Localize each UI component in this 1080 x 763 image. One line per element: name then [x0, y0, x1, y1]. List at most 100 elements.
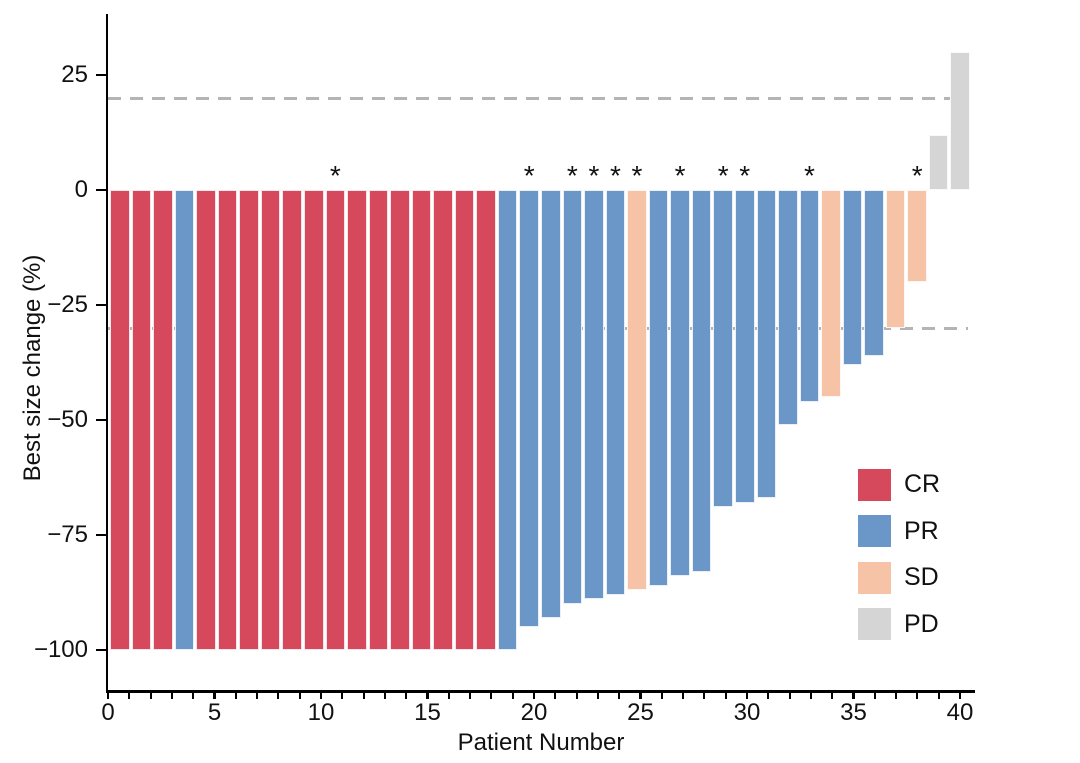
- x-tick-33: [809, 690, 812, 699]
- x-tick-label-15: 15: [414, 699, 441, 726]
- x-tick-label-35: 35: [840, 699, 867, 726]
- x-tick-4: [192, 690, 195, 699]
- y-tick--75: [96, 533, 106, 537]
- legend-item-pr: PR: [858, 515, 939, 548]
- star-patient-20: *: [523, 160, 535, 191]
- x-tick-13: [383, 690, 386, 699]
- bar-patient-30-pr: [734, 190, 755, 503]
- bar-patient-18-cr: [476, 190, 496, 650]
- bar-patient-8-cr: [260, 190, 281, 650]
- x-tick-1: [128, 690, 131, 699]
- x-tick-label-5: 5: [207, 699, 222, 726]
- y-tick-label-0: 0: [74, 176, 88, 203]
- star-patient-38: *: [911, 160, 923, 191]
- dashed-threshold-line-20: [108, 96, 968, 100]
- x-tick-label-25: 25: [627, 699, 654, 726]
- legend-swatch-pr: [858, 515, 891, 547]
- x-tick-25: [639, 690, 642, 699]
- x-tick-40: [958, 690, 962, 699]
- y-tick--100: [96, 648, 106, 652]
- bar-patient-19-pr: [497, 190, 518, 650]
- y-tick-label--75: −75: [47, 521, 88, 548]
- x-tick-11: [341, 690, 344, 699]
- bar-patient-11-cr: [325, 190, 346, 650]
- y-tick-label-25: 25: [61, 61, 88, 88]
- y-tick-label--100: −100: [33, 636, 88, 663]
- x-tick-26: [660, 690, 663, 699]
- bar-patient-20-pr: [519, 190, 540, 627]
- bar-patient-35-pr: [842, 190, 863, 365]
- star-patient-24: *: [609, 160, 621, 191]
- bar-patient-6-cr: [217, 190, 238, 650]
- bar-patient-13-cr: [368, 190, 389, 650]
- x-tick-28: [703, 690, 706, 699]
- bar-patient-1-cr: [110, 190, 130, 650]
- bar-patient-34-sd: [821, 190, 841, 397]
- x-tick-9: [298, 690, 301, 699]
- x-tick-5: [213, 690, 216, 699]
- star-patient-11: *: [329, 160, 341, 191]
- legend-label-pd: PD: [904, 609, 939, 638]
- x-axis-title: Patient Number: [457, 729, 625, 756]
- bar-patient-16-cr: [433, 190, 453, 650]
- bar-patient-23-pr: [584, 190, 604, 600]
- legend-swatch-pd: [858, 608, 891, 640]
- x-tick-39: [937, 690, 940, 699]
- bar-patient-26-pr: [648, 190, 669, 586]
- x-tick-32: [788, 690, 791, 699]
- x-tick-17: [469, 690, 472, 699]
- legend-item-sd: SD: [858, 561, 939, 594]
- x-tick-21: [554, 690, 557, 699]
- x-tick-24: [618, 690, 621, 699]
- x-tick-22: [575, 690, 578, 699]
- x-tick-2: [149, 690, 152, 699]
- x-tick-27: [682, 690, 685, 699]
- bar-patient-32-pr: [778, 190, 798, 425]
- x-tick-16: [447, 690, 450, 699]
- x-tick-19: [511, 690, 514, 699]
- legend-label-sd: SD: [904, 563, 939, 591]
- x-tick-15: [426, 690, 429, 699]
- bar-patient-28-pr: [691, 190, 712, 572]
- bar-patient-40-pd: [950, 52, 971, 190]
- bar-patient-39-pd: [928, 134, 949, 190]
- legend-swatch-sd: [858, 561, 891, 594]
- bar-patient-37-sd: [885, 190, 906, 328]
- x-tick-29: [724, 690, 727, 699]
- x-tick-label-30: 30: [733, 699, 761, 726]
- x-tick-label-40: 40: [946, 699, 974, 726]
- star-patient-22: *: [566, 160, 578, 191]
- x-tick-38: [916, 690, 919, 699]
- bar-patient-33-pr: [799, 190, 820, 402]
- x-axis-line: [105, 690, 975, 693]
- x-tick-34: [831, 690, 834, 699]
- bar-patient-3-cr: [153, 190, 173, 650]
- x-tick-7: [256, 690, 259, 699]
- y-tick--25: [96, 303, 106, 307]
- y-tick-0: [96, 188, 106, 192]
- x-tick-23: [596, 690, 599, 699]
- bar-patient-14-cr: [390, 190, 410, 650]
- bar-patient-25-sd: [627, 190, 647, 591]
- x-tick-20: [532, 690, 536, 699]
- bar-patient-27-pr: [670, 190, 690, 577]
- legend-label-cr: CR: [904, 470, 941, 498]
- y-tick--50: [96, 418, 106, 422]
- x-tick-0: [106, 690, 110, 699]
- bar-patient-36-pr: [864, 190, 884, 356]
- bar-patient-7-cr: [239, 190, 259, 650]
- bar-patient-29-pr: [713, 190, 733, 508]
- x-tick-12: [362, 690, 365, 699]
- y-tick-label--50: −50: [47, 406, 88, 433]
- bar-patient-12-cr: [347, 190, 367, 650]
- legend-item-pd: PD: [858, 608, 939, 641]
- bar-patient-31-pr: [756, 190, 777, 499]
- star-patient-30: *: [739, 160, 751, 191]
- x-tick-30: [745, 690, 749, 699]
- x-tick-6: [234, 690, 237, 699]
- x-tick-label-20: 20: [520, 699, 548, 726]
- x-tick-18: [490, 690, 493, 699]
